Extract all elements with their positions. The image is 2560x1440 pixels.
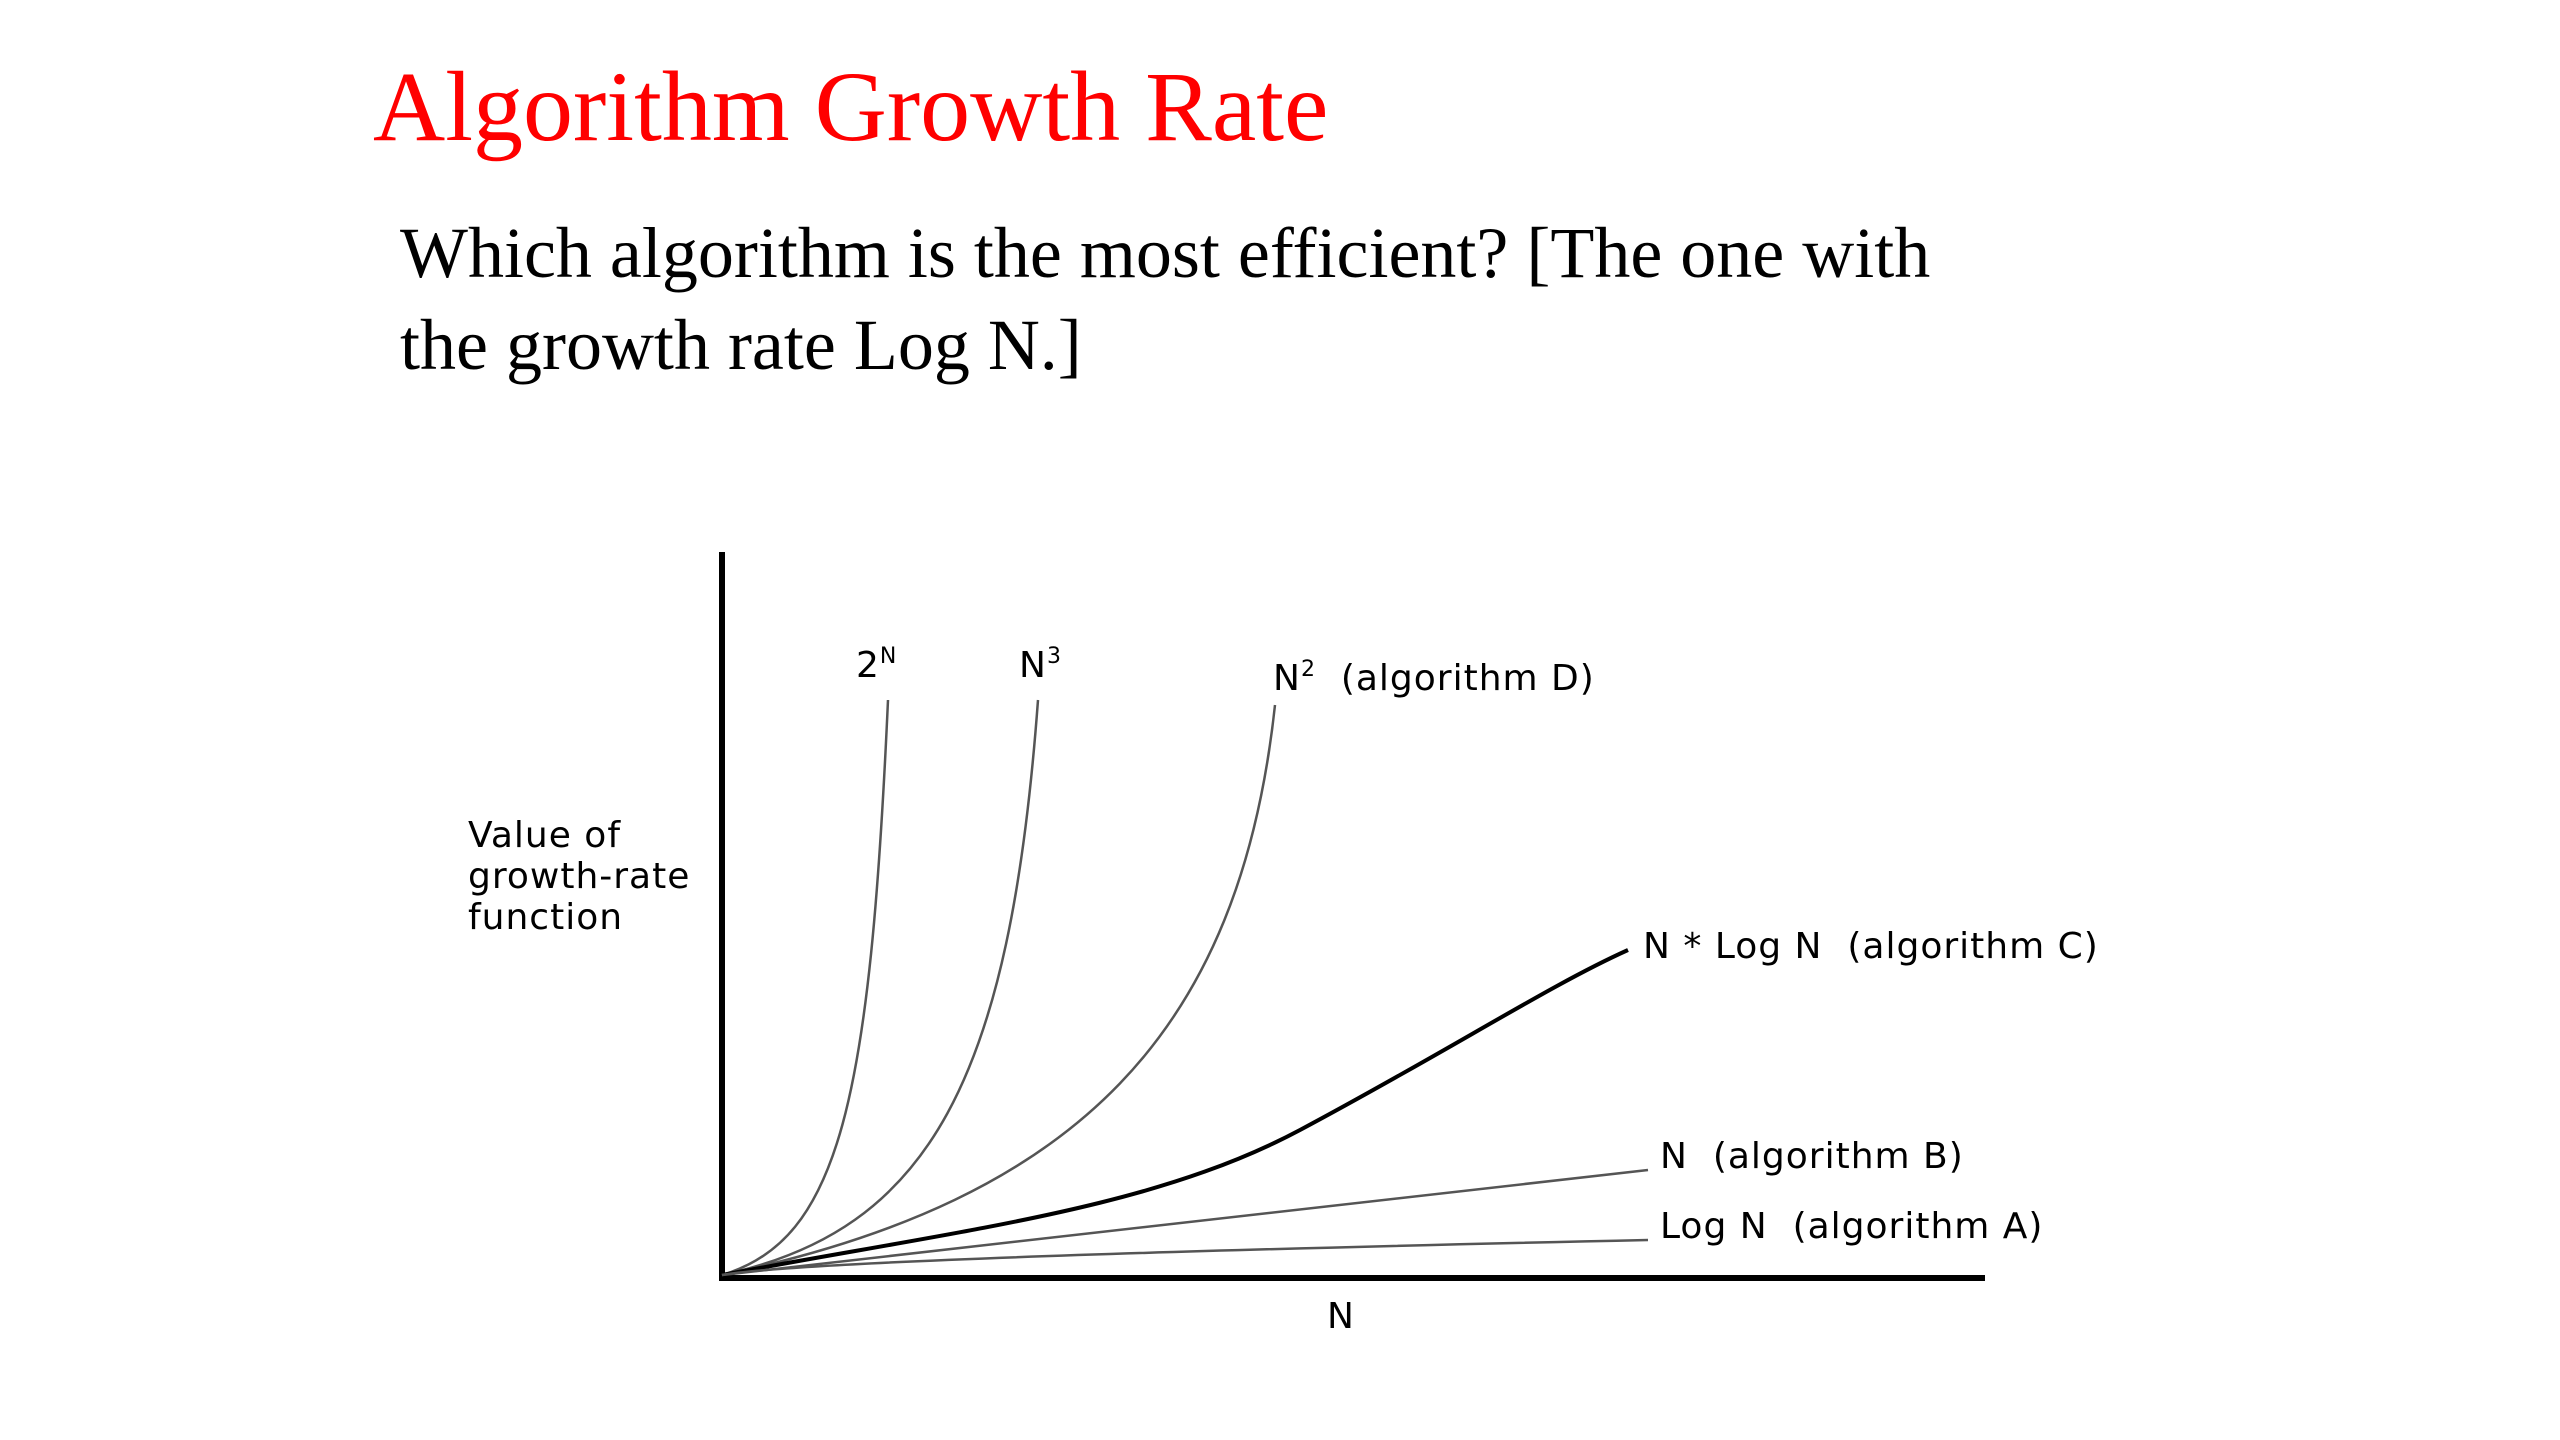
curve-n-squared <box>721 704 1277 1277</box>
label-n-log-n-suffix: (algorithm C) <box>1823 926 2099 967</box>
label-log-n: Log N (algorithm A) <box>1660 1206 2043 1247</box>
label-n-cubed-exponent: 3 <box>1047 644 1062 669</box>
slide-title: Algorithm Growth Rate <box>373 51 1329 162</box>
label-n-cubed: N3 <box>1019 644 1062 686</box>
label-2-to-the-n-exponent: N <box>880 644 897 669</box>
label-n: N (algorithm B) <box>1660 1136 1964 1177</box>
label-n-suffix: (algorithm B) <box>1688 1136 1964 1177</box>
label-n-squared-suffix: (algorithm D) <box>1316 658 1595 699</box>
x-axis-label: N <box>1327 1296 1355 1337</box>
curve-2-to-the-n <box>721 699 890 1277</box>
curve-log-n <box>721 1238 1649 1277</box>
label-2-to-the-n: 2N <box>856 644 897 686</box>
label-n-squared-base: N <box>1273 658 1301 699</box>
question-line-1: Which algorithm is the most efficient? [… <box>400 213 1931 293</box>
label-n-log-n: N * Log N (algorithm C) <box>1643 926 2099 967</box>
label-n-base: N <box>1660 1136 1688 1177</box>
label-n-squared: N2 (algorithm D) <box>1273 657 1595 699</box>
slide-question: Which algorithm is the most efficient? [… <box>400 207 2100 391</box>
label-n-squared-exponent: 2 <box>1301 657 1316 682</box>
label-n-log-n-base: N * Log N <box>1643 926 1823 967</box>
y-axis-label-line-1: Value of <box>468 815 621 856</box>
curve-n-cubed <box>721 699 1040 1277</box>
y-axis-label-line-3: function <box>468 897 623 938</box>
curve-n-log-n <box>721 948 1629 1277</box>
label-n-cubed-base: N <box>1019 645 1047 686</box>
question-line-2: the growth rate Log N.] <box>400 305 1082 385</box>
label-log-n-suffix: (algorithm A) <box>1768 1206 2044 1247</box>
y-axis-label-line-2: growth-rate <box>468 856 690 897</box>
curve-n <box>721 1168 1649 1277</box>
label-2-to-the-n-base: 2 <box>856 645 880 686</box>
label-log-n-base: Log N <box>1660 1206 1768 1247</box>
